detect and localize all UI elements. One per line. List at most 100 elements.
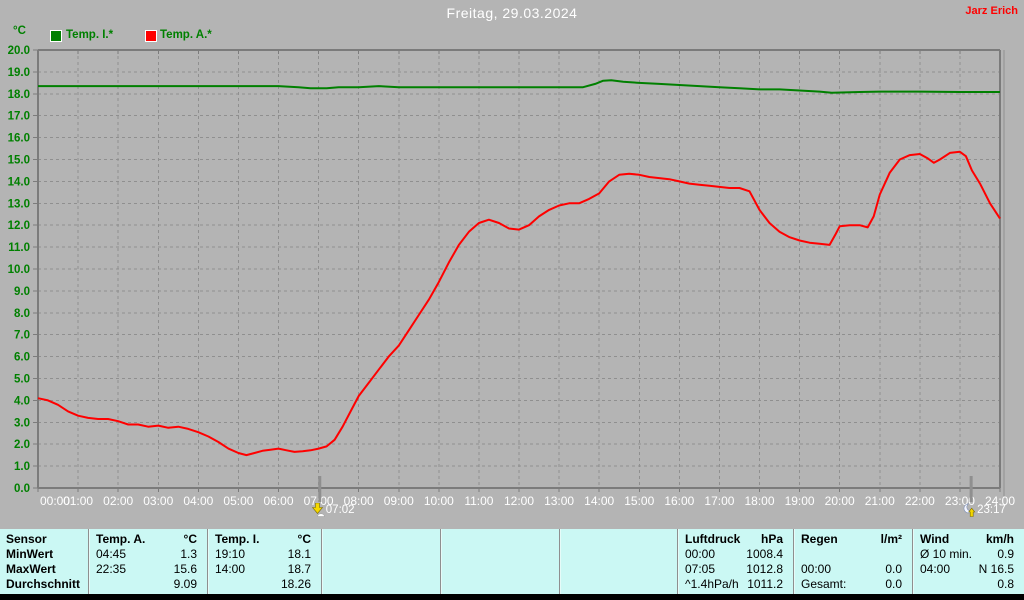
table-row: MaxWert [6,562,84,577]
x-axis-tick-label: 01:00 [63,494,93,508]
table-row: 04:00 N 16.5 [920,562,1014,577]
row-header: Durchschnitt [6,577,81,591]
cell-value: 18.26 [280,577,311,591]
table-row: 22:35 15.6 [96,562,197,577]
table-row [567,577,667,592]
cell-time: 00:00 [801,562,832,576]
user-name: Jarz Erich [965,5,1018,17]
y-axis-tick-label: 6.0 [14,352,30,364]
table-row [329,577,430,592]
table-row: ^1.4hPa/h 1011.2 [685,577,783,592]
table-row [801,547,902,562]
cell-value: 0.8 [997,577,1014,591]
y-axis-tick-label: 16.0 [8,133,30,145]
y-axis-tick-label: 17.0 [8,111,30,123]
row-header: MaxWert [6,562,56,576]
temp-outside-legend-swatch-icon [145,30,157,42]
table-row: 9.09 [96,577,197,592]
cell-value: 1.3 [180,547,197,561]
x-axis-tick-label: 12:00 [504,494,534,508]
y-axis-tick-label: 0.0 [14,483,30,495]
column-name: Regen [801,532,838,546]
sunrise-marker: 07:02 [311,503,355,517]
event-marker-tick [969,476,973,502]
y-axis-tick-label: 12.0 [8,220,30,232]
cell-value: N 16.5 [978,562,1014,576]
cell-value: 18.7 [287,562,311,576]
page-title: Freitag, 29.03.2024 [446,5,578,21]
y-axis-tick-label: 1.0 [14,461,30,473]
table-row: 00:00 0.0 [801,562,902,577]
table-row [567,532,667,547]
table-column-temp-a-: Temp. A. °C 04:45 1.3 22:35 15.6 9.09 [96,532,197,592]
column-name: Temp. I. [215,532,260,546]
table-row [329,547,430,562]
table-row [448,532,549,547]
table-divider [207,529,209,594]
temp-inside-legend-swatch-icon [50,30,62,42]
sunrise-time-label: 07:02 [325,504,355,516]
cell-value: 1008.4 [746,547,783,561]
table-divider [677,529,679,594]
cell-time: 04:00 [920,562,951,576]
x-axis-tick-label: 03:00 [143,494,173,508]
column-unit: hPa [760,532,783,546]
cell-time: 14:00 [215,562,246,576]
table-divider [88,529,90,594]
x-axis-tick-label: 00:00 [40,494,70,508]
x-axis-tick-label: 19:00 [785,494,815,508]
table-row [448,577,549,592]
y-axis-tick-label: 13.0 [8,198,30,210]
y-axis-tick-label: 9.0 [14,286,30,298]
table-divider [559,529,561,594]
table-row: Regen l/m² [801,532,902,547]
x-axis-tick-label: 21:00 [865,494,895,508]
table-row: 0.8 [920,577,1014,592]
x-axis-tick-label: 08:00 [344,494,374,508]
table-row: 19:10 18.1 [215,547,311,562]
table-row: 18.26 [215,577,311,592]
cell-value: 18.1 [287,547,311,561]
sunrise-icon [311,503,325,517]
cell-value: 15.6 [173,562,197,576]
table-row: Sensor [6,532,84,547]
y-axis-tick-label: 10.0 [8,264,30,276]
cell-time: 07:05 [685,562,716,576]
table-row: Luftdruck hPa [685,532,783,547]
y-axis-tick-label: 14.0 [8,176,30,188]
y-axis-tick-label: 2.0 [14,439,30,451]
table-row [448,562,549,577]
column-name: Luftdruck [685,532,741,546]
cell-time: ^1.4hPa/h [685,577,739,591]
table-column-luftdruck: Luftdruck hPa 00:00 1008.4 07:05 1012.8 ^1.4hP… [685,532,783,592]
column-unit: °C [183,532,197,546]
x-axis-tick-label: 22:00 [905,494,935,508]
x-axis-tick-label: 10:00 [424,494,454,508]
series-temp-i- [38,79,1000,94]
y-axis-tick-label: 7.0 [14,330,30,342]
table-row [567,562,667,577]
x-axis-tick-label: 05:00 [223,494,253,508]
cell-value: 9.09 [173,577,197,591]
y-axis-tick-label: 15.0 [8,155,30,167]
moonrise-icon [963,503,976,517]
cell-value: 0.9 [997,547,1014,561]
y-axis-tick-label: 3.0 [14,417,30,429]
x-axis-tick-label: 17:00 [704,494,734,508]
cell-time: 04:45 [96,547,127,561]
table-column-empty [329,532,430,592]
cell-value: 0.0 [885,577,902,591]
column-unit: km/h [985,532,1014,546]
x-axis-tick-label: 02:00 [103,494,133,508]
table-column-empty [448,532,549,592]
table-row: MinWert [6,547,84,562]
table-divider [793,529,795,594]
table-column-temp-i-: Temp. I. °C 19:10 18.1 14:00 18.7 18.26 [215,532,311,592]
table-row [329,562,430,577]
cell-value: 1011.2 [747,577,783,591]
table-row: 14:00 18.7 [215,562,311,577]
table-row [448,547,549,562]
table-divider [440,529,442,594]
y-axis-tick-label: 11.0 [8,242,30,254]
